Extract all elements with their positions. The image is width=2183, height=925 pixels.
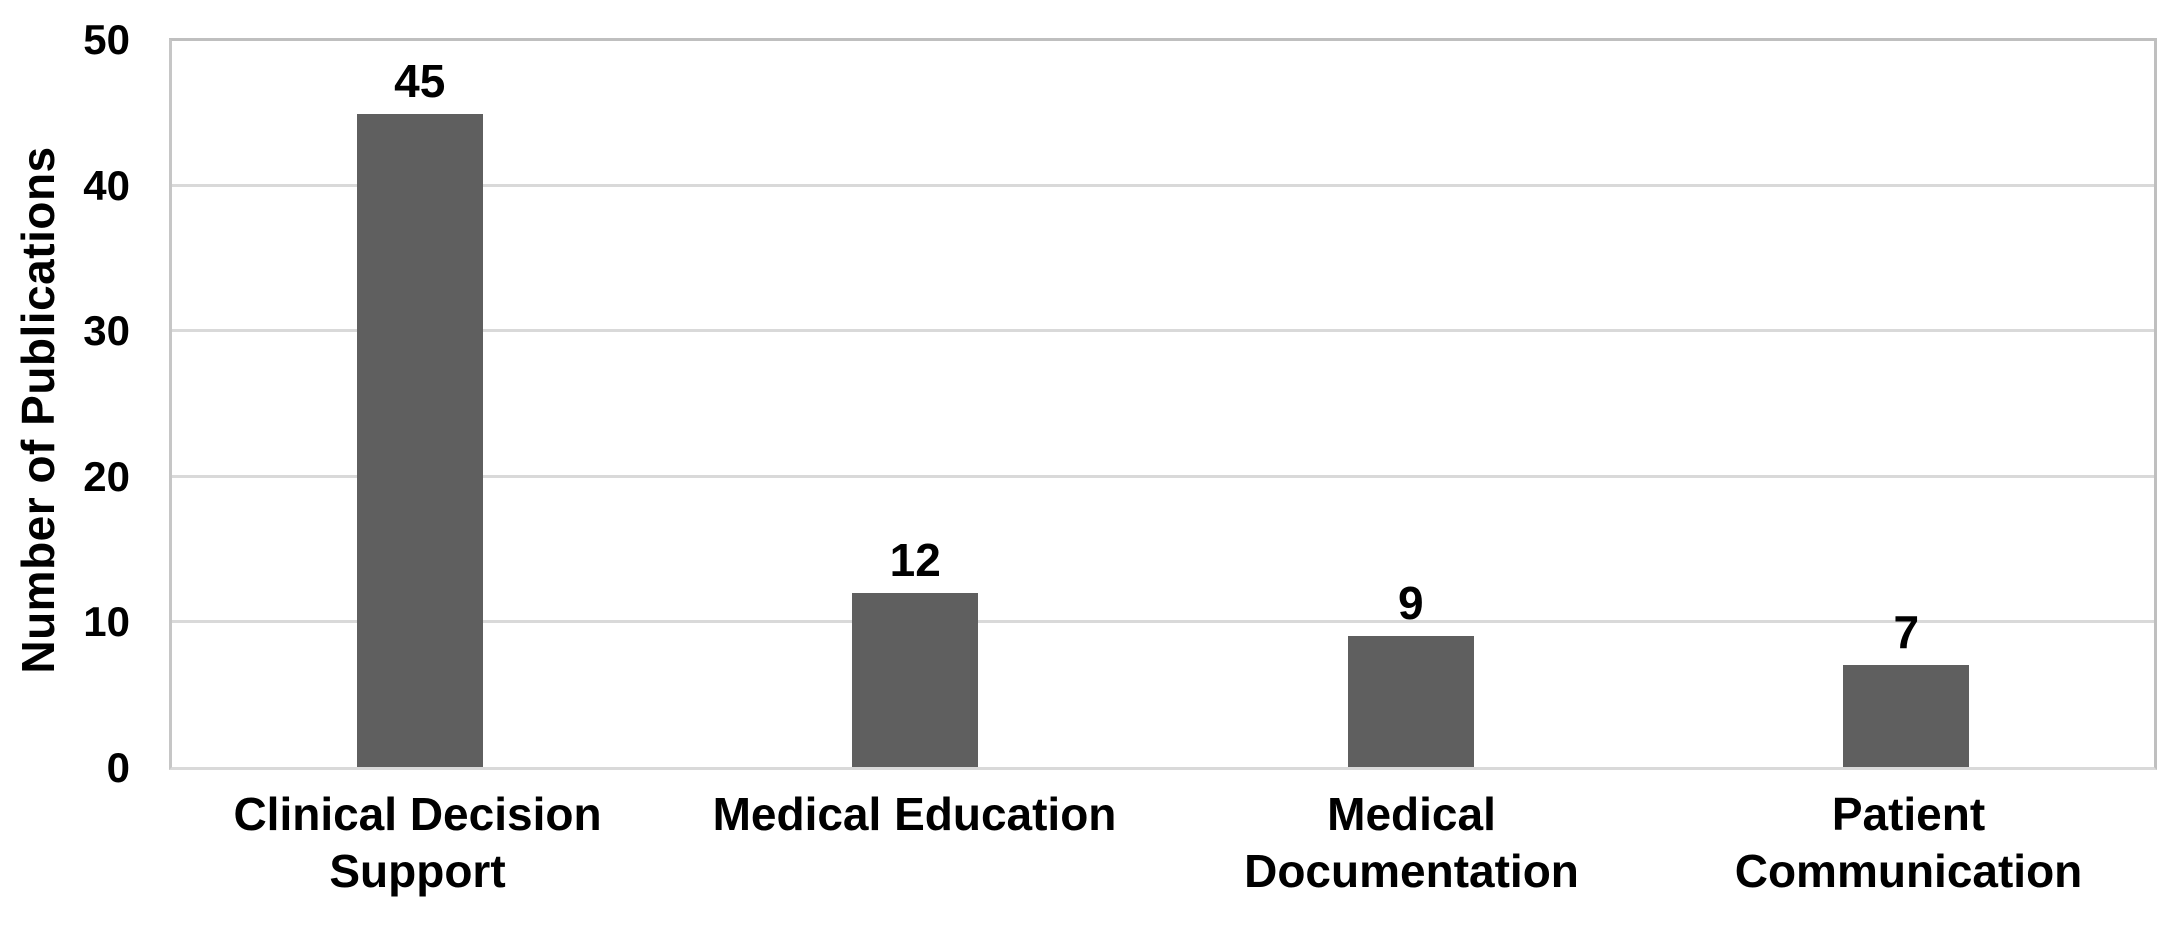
plot-area: 45 12 9 7 — [169, 38, 2157, 770]
bar-value-label: 9 — [1397, 577, 1424, 630]
gridline-30 — [172, 329, 2154, 333]
x-category-label: Medical Documentation — [1244, 788, 1579, 897]
gridline-20 — [172, 474, 2154, 478]
y-tick-label-20: 20 — [83, 453, 130, 500]
bar-column-medical-education: 12 — [668, 41, 1164, 767]
bar-value-label: 45 — [394, 54, 446, 107]
bar-value-label: 12 — [889, 533, 941, 586]
y-tick-label-30: 30 — [83, 307, 130, 354]
y-tick-label-50: 50 — [83, 16, 130, 63]
x-category-label: Patient Communication — [1734, 788, 2083, 897]
bar-column-clinical-decision-support: 45 — [172, 41, 668, 767]
gridline-40 — [172, 184, 2154, 188]
x-category-label: Medical Education — [712, 788, 1117, 840]
y-tick-label-40: 40 — [83, 162, 130, 209]
y-tick-label-0: 0 — [106, 744, 130, 791]
bar-column-medical-documentation: 9 — [1163, 41, 1659, 767]
y-axis-title: Number of Publications — [12, 146, 64, 674]
bar — [1843, 665, 1970, 767]
x-category-label: Clinical Decision Support — [233, 788, 602, 897]
bar-value-label: 7 — [1893, 606, 1920, 659]
gridline-10 — [172, 619, 2154, 623]
y-tick-label-10: 10 — [83, 598, 130, 645]
bar — [356, 113, 483, 767]
bar-column-patient-communication: 7 — [1659, 41, 2155, 767]
x-axis-labels: Clinical Decision Support Medical Educat… — [169, 786, 2157, 916]
bar — [1347, 636, 1474, 767]
bar — [852, 592, 979, 767]
